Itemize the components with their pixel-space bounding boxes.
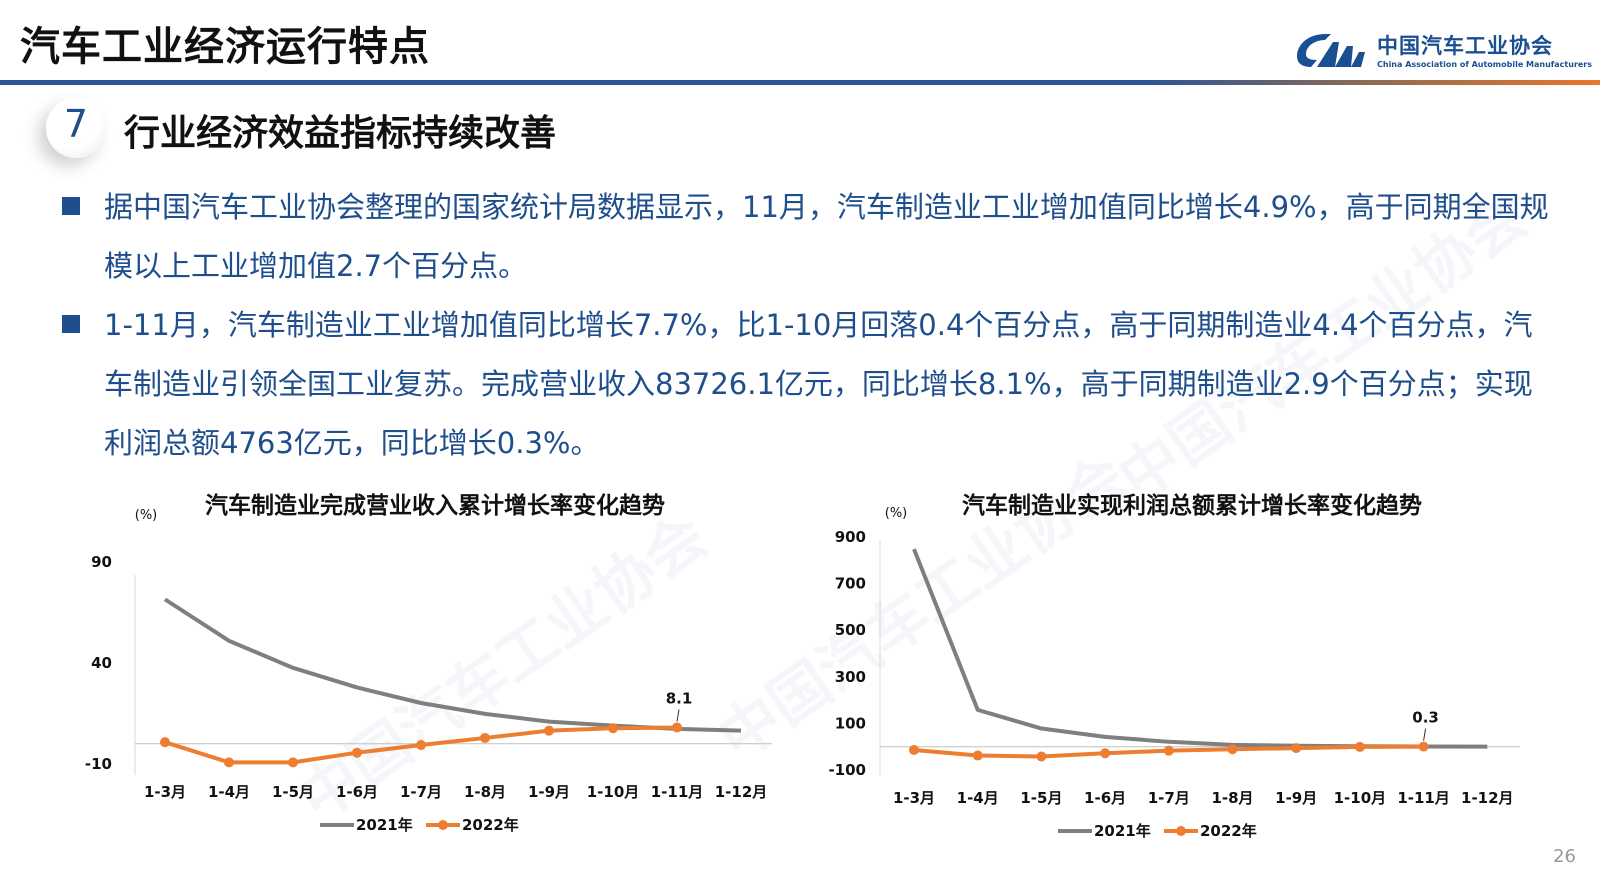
y-tick-label: 700 — [835, 575, 866, 593]
chart-title-profit: 汽车制造业实现利润总额累计增长率变化趋势 — [962, 493, 1422, 519]
slide-title: 汽车工业经济运行特点 — [20, 24, 430, 70]
y-tick-label: 300 — [835, 668, 866, 686]
data-point-2022年 — [224, 757, 234, 768]
data-point-2022年 — [1354, 741, 1365, 752]
square-bullet-icon — [62, 197, 80, 215]
x-tick-label: 1-3月 — [144, 783, 186, 801]
x-tick-label: 1-7月 — [1148, 789, 1190, 807]
x-tick-label: 1-10月 — [587, 783, 640, 801]
x-tick-label: 1-9月 — [528, 783, 570, 801]
caam-logo-icon — [1297, 34, 1365, 67]
data-label: 0.3 — [1412, 709, 1439, 727]
y-axis-unit-label: (%) — [135, 508, 158, 523]
bullet-list: 据中国汽车工业协会整理的国家统计局数据显示，11月，汽车制造业工业增加值同比增长… — [60, 178, 1550, 473]
y-tick-label: -100 — [828, 761, 866, 779]
bullet-item: 1-11月，汽车制造业工业增加值同比增长7.7%，比1-10月回落0.4个百分点… — [60, 296, 1550, 473]
data-point-2022年 — [1227, 744, 1238, 755]
data-point-2022年 — [1418, 741, 1429, 752]
legend-label: 2022年 — [1200, 822, 1257, 840]
y-axis-unit-label: (%) — [885, 506, 908, 521]
data-point-2022年 — [1163, 745, 1174, 756]
data-point-2022年 — [1100, 748, 1111, 759]
x-tick-label: 1-10月 — [1334, 789, 1387, 807]
y-tick-label: 40 — [91, 654, 112, 672]
data-point-2022年 — [416, 740, 426, 751]
data-point-2022年 — [672, 722, 682, 733]
data-point-2022年 — [909, 744, 919, 755]
legend-label: 2021年 — [356, 816, 413, 834]
bullet-text: 据中国汽车工业协会整理的国家统计局数据显示，11月，汽车制造业工业增加值同比增长… — [104, 190, 1549, 283]
x-tick-label: 1-5月 — [272, 783, 314, 801]
chart-title-revenue: 汽车制造业完成营业收入累计增长率变化趋势 — [205, 493, 665, 519]
annotation-leader — [676, 709, 680, 722]
y-tick-label: 900 — [835, 528, 866, 546]
legend-marker — [438, 820, 448, 830]
logo-text-en: China Association of Automobile Manufact… — [1377, 60, 1593, 69]
data-point-2022年 — [544, 725, 554, 736]
caam-logo: 中国汽车工业协会 China Association of Automobile… — [1295, 30, 1592, 75]
bullet-item: 据中国汽车工业协会整理的国家统计局数据显示，11月，汽车制造业工业增加值同比增长… — [60, 178, 1550, 296]
series-line-2021年 — [163, 597, 742, 733]
x-tick-label: 1-11月 — [1397, 789, 1450, 807]
section-title: 行业经济效益指标持续改善 — [124, 113, 557, 154]
data-point-2022年 — [288, 757, 298, 768]
y-tick-label: 100 — [835, 714, 866, 732]
x-tick-label: 1-12月 — [1461, 789, 1514, 807]
x-tick-label: 1-6月 — [1084, 789, 1126, 807]
y-tick-label: 90 — [91, 553, 112, 571]
bullet-text: 1-11月，汽车制造业工业增加值同比增长7.7%，比1-10月回落0.4个百分点… — [104, 308, 1533, 460]
x-tick-label: 1-7月 — [400, 783, 442, 801]
x-tick-label: 1-4月 — [957, 789, 999, 807]
data-point-2022年 — [480, 732, 490, 743]
x-tick-label: 1-3月 — [893, 789, 935, 807]
x-tick-label: 1-12月 — [715, 783, 768, 801]
data-point-2022年 — [972, 750, 983, 761]
x-tick-label: 1-8月 — [1211, 789, 1253, 807]
annotation-leader — [1423, 728, 1427, 741]
y-tick-label: 500 — [835, 621, 866, 639]
x-tick-label: 1-8月 — [464, 783, 506, 801]
x-tick-label: 1-11月 — [651, 783, 704, 801]
data-point-2022年 — [160, 737, 170, 748]
legend-marker — [1176, 826, 1186, 836]
data-point-2022年 — [608, 723, 618, 734]
x-tick-label: 1-5月 — [1020, 789, 1062, 807]
y-tick-label: -10 — [85, 755, 112, 773]
series-line-2021年 — [912, 548, 1488, 749]
section-number: 7 — [63, 102, 89, 146]
page-number: 26 — [1553, 846, 1576, 867]
x-tick-label: 1-4月 — [208, 783, 250, 801]
data-point-2022年 — [1036, 751, 1047, 762]
legend-label: 2021年 — [1094, 822, 1151, 840]
x-tick-label: 1-9月 — [1275, 789, 1317, 807]
data-point-2022年 — [352, 747, 362, 758]
legend-label: 2022年 — [462, 816, 519, 834]
section-number-badge: 7 — [46, 98, 106, 158]
square-bullet-icon — [62, 315, 80, 333]
header-divider — [0, 80, 1600, 85]
data-point-2022年 — [1291, 743, 1302, 754]
logo-text-cn: 中国汽车工业协会 — [1377, 34, 1553, 58]
x-tick-label: 1-6月 — [336, 783, 378, 801]
data-label: 8.1 — [666, 689, 693, 707]
